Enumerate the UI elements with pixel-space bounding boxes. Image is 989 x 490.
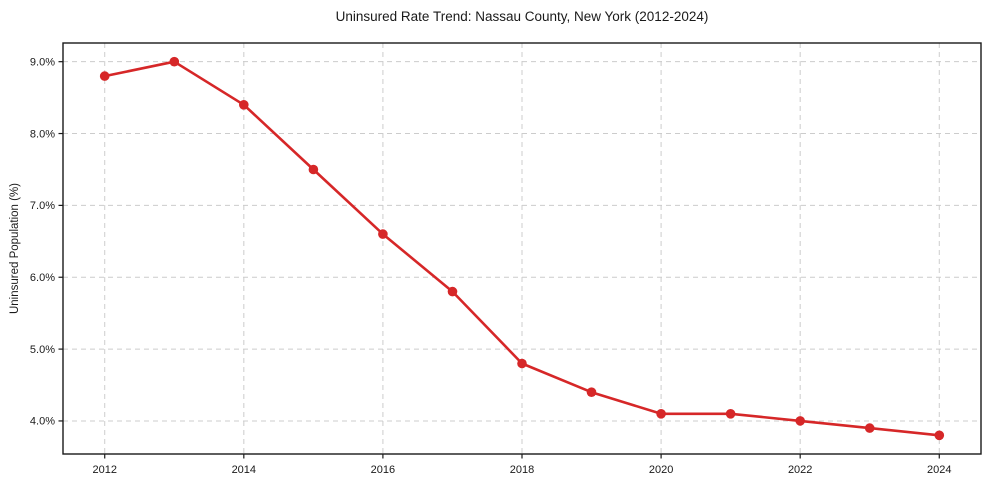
x-tick-label: 2024 [927,464,951,476]
y-tick-label: 4.0% [30,416,55,428]
data-point [239,100,249,110]
x-tick-label: 2012 [92,464,116,476]
x-tick-label: 2022 [788,464,812,476]
data-point [308,164,319,175]
chart-title: Uninsured Rate Trend: Nassau County, New… [335,9,709,24]
data-point [378,229,388,239]
y-tick-label: 6.0% [30,272,55,284]
y-tick-label: 8.0% [30,128,55,140]
data-point [934,430,945,441]
data-point [864,423,875,433]
x-tick-label: 2016 [371,464,395,476]
data-point [169,56,180,67]
x-tick-label: 2020 [649,464,673,476]
y-tick-label: 5.0% [30,344,55,356]
x-tick-label: 2014 [232,464,256,476]
x-tick-label: 2018 [510,464,534,476]
y-tick-label: 7.0% [30,200,55,212]
plot-border [62,42,982,455]
data-point [656,409,666,419]
y-axis-label: Uninsured Population (%) [9,182,21,315]
data-point [99,71,110,81]
data-point [725,409,736,419]
data-point [586,387,597,398]
data-point [517,358,527,369]
data-point [795,416,805,426]
y-tick-label: 9.0% [30,56,55,68]
data-point [447,286,458,297]
